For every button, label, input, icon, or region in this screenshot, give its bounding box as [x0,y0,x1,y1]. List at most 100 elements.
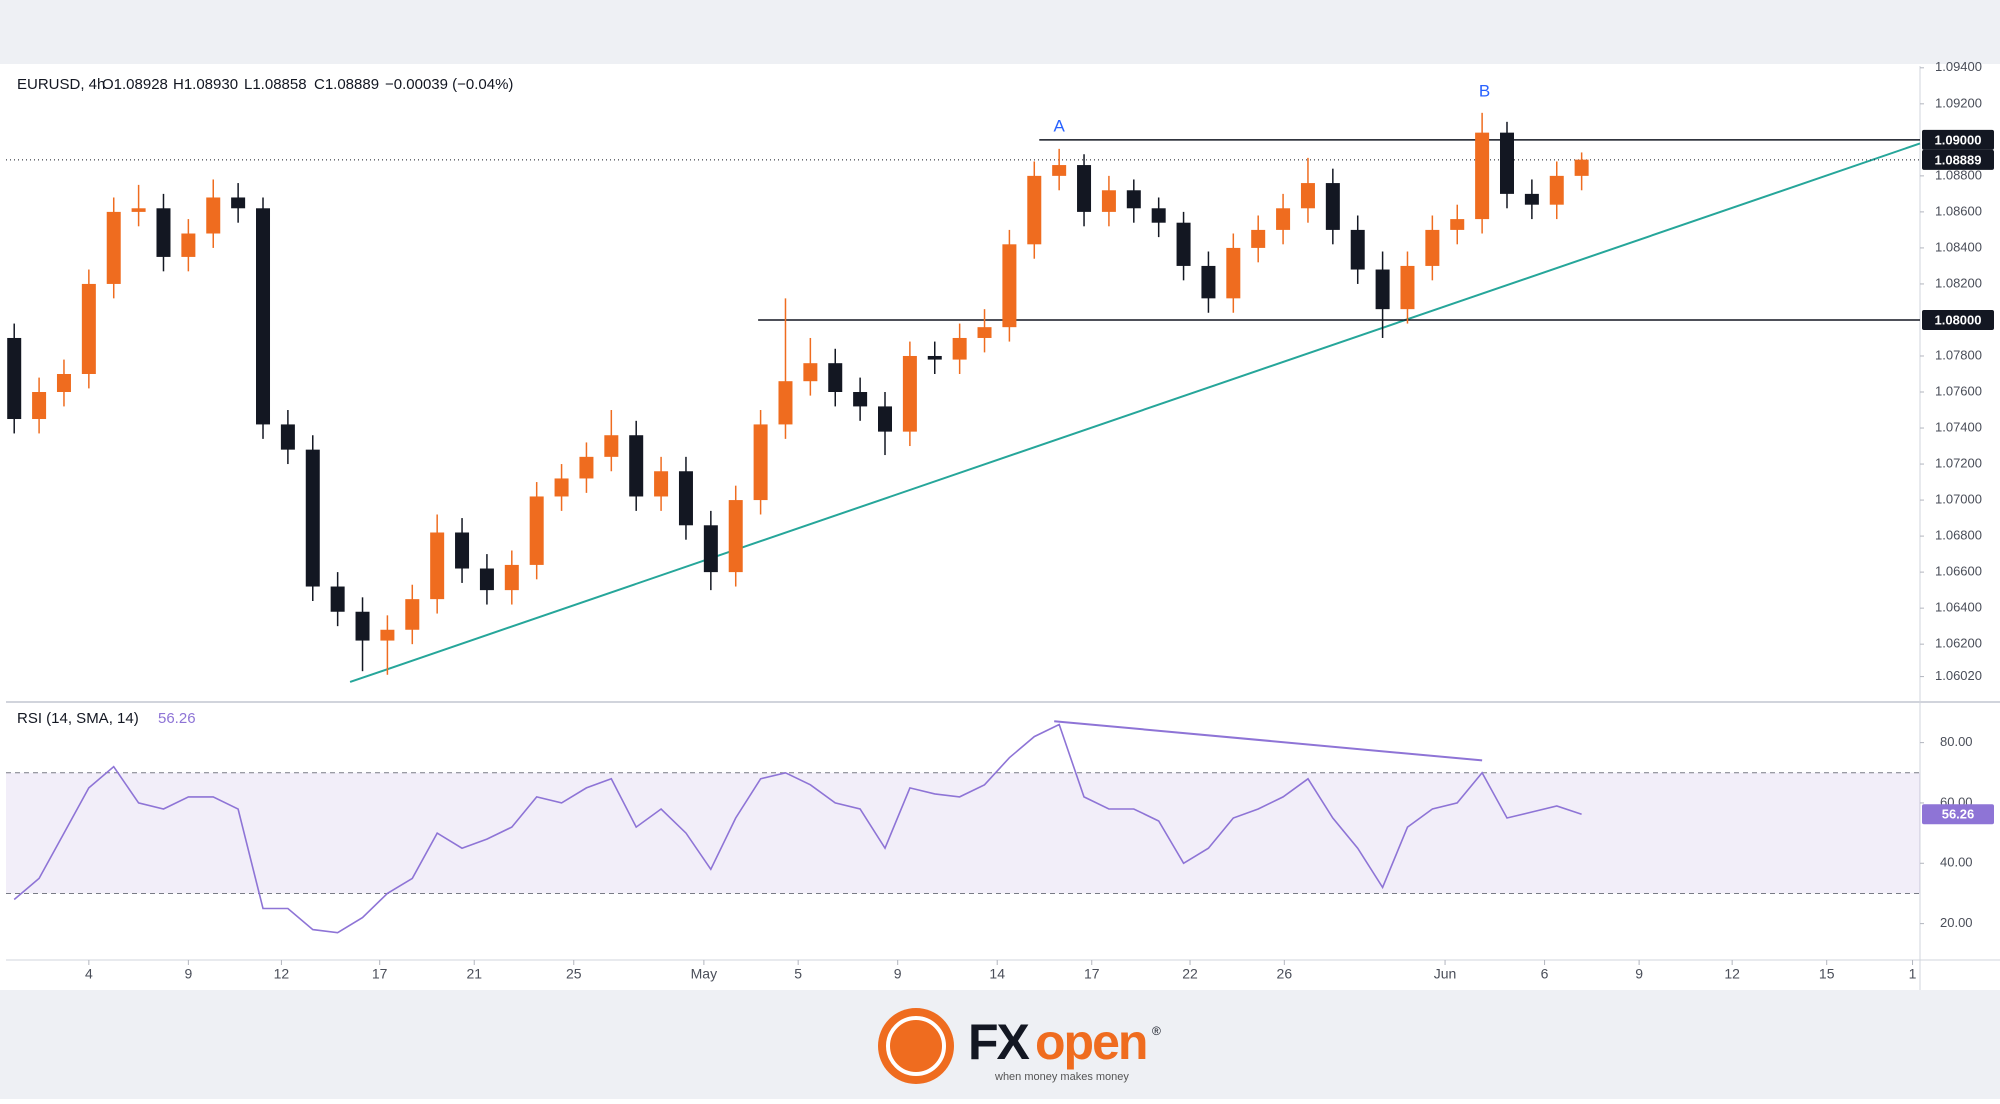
candle-body [479,568,494,591]
candle-body [1425,229,1440,266]
candle-body [231,197,246,209]
candle-body [1077,165,1092,212]
candle-body [778,381,793,425]
candle-body [753,424,768,501]
candle-body [280,424,295,450]
x-tick-label: 6 [1541,966,1549,982]
candle-body [1450,219,1465,230]
y-tick-label: 1.06020 [1935,668,1982,683]
candle-body [455,532,470,569]
candle-body [728,500,743,573]
candle-body [1350,229,1365,270]
price-badge-label: 1.09000 [1935,132,1982,147]
candle-body [654,471,669,497]
x-tick-label: Jun [1434,966,1457,982]
candle-body [554,478,569,497]
candle-body [156,208,171,257]
candle-body [1201,265,1216,299]
candle-body [405,599,420,630]
y-tick-label: 80.00 [1940,734,1973,749]
candle-body [355,611,370,641]
candle-body [32,392,47,420]
candle-body [81,283,96,374]
candle-body [305,449,320,587]
bottom-band [0,990,2000,1099]
price-badge-label: 1.08000 [1935,312,1982,327]
logo-emblem-ring [886,1016,946,1076]
candle-body [1027,175,1042,245]
candle-body [604,435,619,457]
rsi-band [6,772,1920,894]
candle-body [529,496,544,565]
symbol: EURUSD, 4h [17,76,105,93]
candle-body [1176,222,1191,266]
candle-body [131,208,146,212]
x-tick-label: 17 [372,966,388,982]
candle-body [629,435,644,497]
y-tick-label: 1.08400 [1935,239,1982,254]
logo-tagline: when money makes money [994,1071,1129,1083]
logo-registered: ® [1152,1024,1161,1038]
y-tick-label: 1.06400 [1935,600,1982,615]
candle-body [952,337,967,360]
candle-body [56,373,71,393]
candle-body [878,406,893,432]
y-tick-label: 1.07200 [1935,455,1982,470]
y-tick-label: 1.08800 [1935,167,1982,182]
candle-body [927,355,942,360]
y-tick-label: 1.06200 [1935,636,1982,651]
y-tick-label: 1.09400 [1935,59,1982,74]
divergence-line [1054,720,1483,762]
x-tick-label: 26 [1277,966,1293,982]
y-tick-label: 1.06800 [1935,528,1982,543]
candle-body [1475,132,1490,220]
y-tick-label: 1.06600 [1935,564,1982,579]
y-tick-label: 1.08600 [1935,203,1982,218]
high-label: H1.08930 [173,76,238,93]
x-tick-label: 1 [1909,966,1917,982]
x-tick-label: May [691,966,717,982]
candle-body [803,363,818,382]
candle-body [1151,208,1166,223]
logo-open: open [1035,1014,1146,1070]
candle-body [1499,132,1514,194]
x-tick-label: 12 [274,966,290,982]
candle-body [1400,265,1415,310]
candle-body [256,208,271,425]
candle-body [1126,190,1141,209]
annotation: B [1479,81,1490,100]
candle-body [853,392,868,407]
candle-body [1251,229,1266,248]
close-label: C1.08889 [314,76,379,93]
candle-body [106,211,121,284]
candle-body [1300,183,1315,209]
candle-body [678,471,693,526]
x-tick-label: 9 [184,966,192,982]
y-tick-label: 1.07400 [1935,419,1982,434]
x-tick-label: 17 [1084,966,1100,982]
price-badge [1922,309,1994,330]
trendline [349,142,1921,683]
candle-body [330,586,345,612]
candle-body [1052,165,1067,176]
price-badge-label: 1.08889 [1935,152,1982,167]
logo: FX open ® when money makes money [878,1008,1161,1084]
low-label: L1.08858 [244,76,307,93]
candle-body [504,564,519,591]
y-tick-label: 20.00 [1940,915,1973,930]
candle-body [1002,244,1017,328]
candle-body [1325,183,1340,230]
x-tick-label: 15 [1819,966,1835,982]
y-tick-label: 1.09200 [1935,95,1982,110]
x-tick-label: 25 [566,966,582,982]
x-tick-label: 9 [894,966,902,982]
rsi-badge-label: 56.26 [1942,807,1975,822]
candle-body [1276,208,1291,230]
candle-body [1375,269,1390,310]
candle-body [7,337,22,420]
change-label: −0.00039 (−0.04%) [385,76,513,93]
x-tick-label: 21 [466,966,482,982]
y-tick-label: 1.08200 [1935,275,1982,290]
